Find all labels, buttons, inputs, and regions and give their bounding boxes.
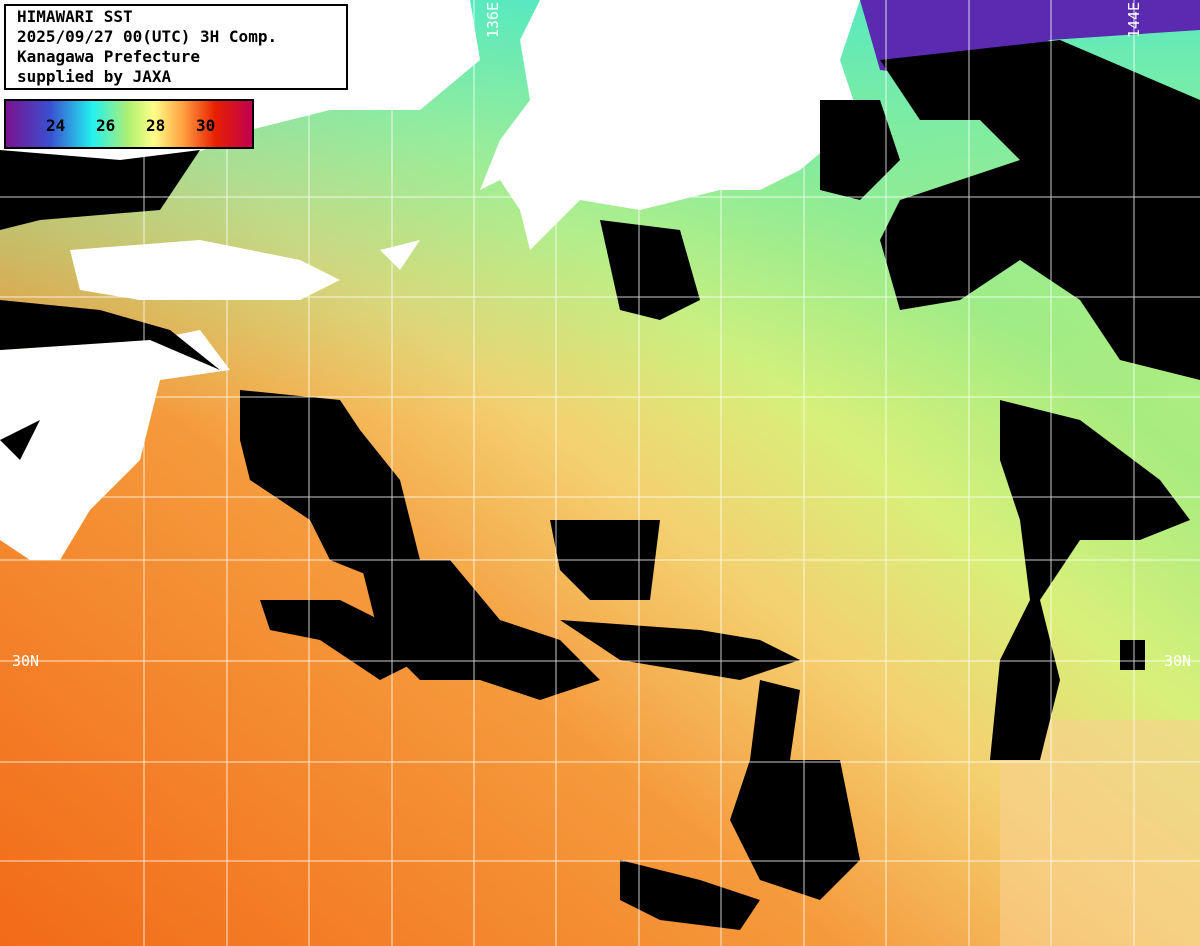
lon-label-144e: 144E bbox=[1125, 2, 1143, 39]
land bbox=[0, 0, 860, 560]
lon-label-136e: 136E bbox=[484, 2, 502, 39]
scale-tick-24: 24 bbox=[46, 116, 66, 135]
title: HIMAWARI SST bbox=[17, 7, 133, 26]
scale-tick-30: 30 bbox=[196, 116, 216, 135]
scale-tick-26: 26 bbox=[96, 116, 116, 135]
cloud-mask bbox=[0, 40, 1200, 930]
color-scale-bar: 24 26 28 30 bbox=[4, 99, 254, 149]
datetime: 2025/09/27 00(UTC) 3H Comp. bbox=[17, 27, 278, 46]
title-box: HIMAWARI SST 2025/09/27 00(UTC) 3H Comp.… bbox=[4, 4, 348, 90]
scale-tick-28: 28 bbox=[146, 116, 166, 135]
lat-label-30n-left: 30N bbox=[12, 652, 40, 670]
lat-label-30n-right: 30N bbox=[1164, 652, 1192, 670]
credit: supplied by JAXA bbox=[17, 67, 172, 86]
provider: Kanagawa Prefecture bbox=[17, 47, 201, 66]
